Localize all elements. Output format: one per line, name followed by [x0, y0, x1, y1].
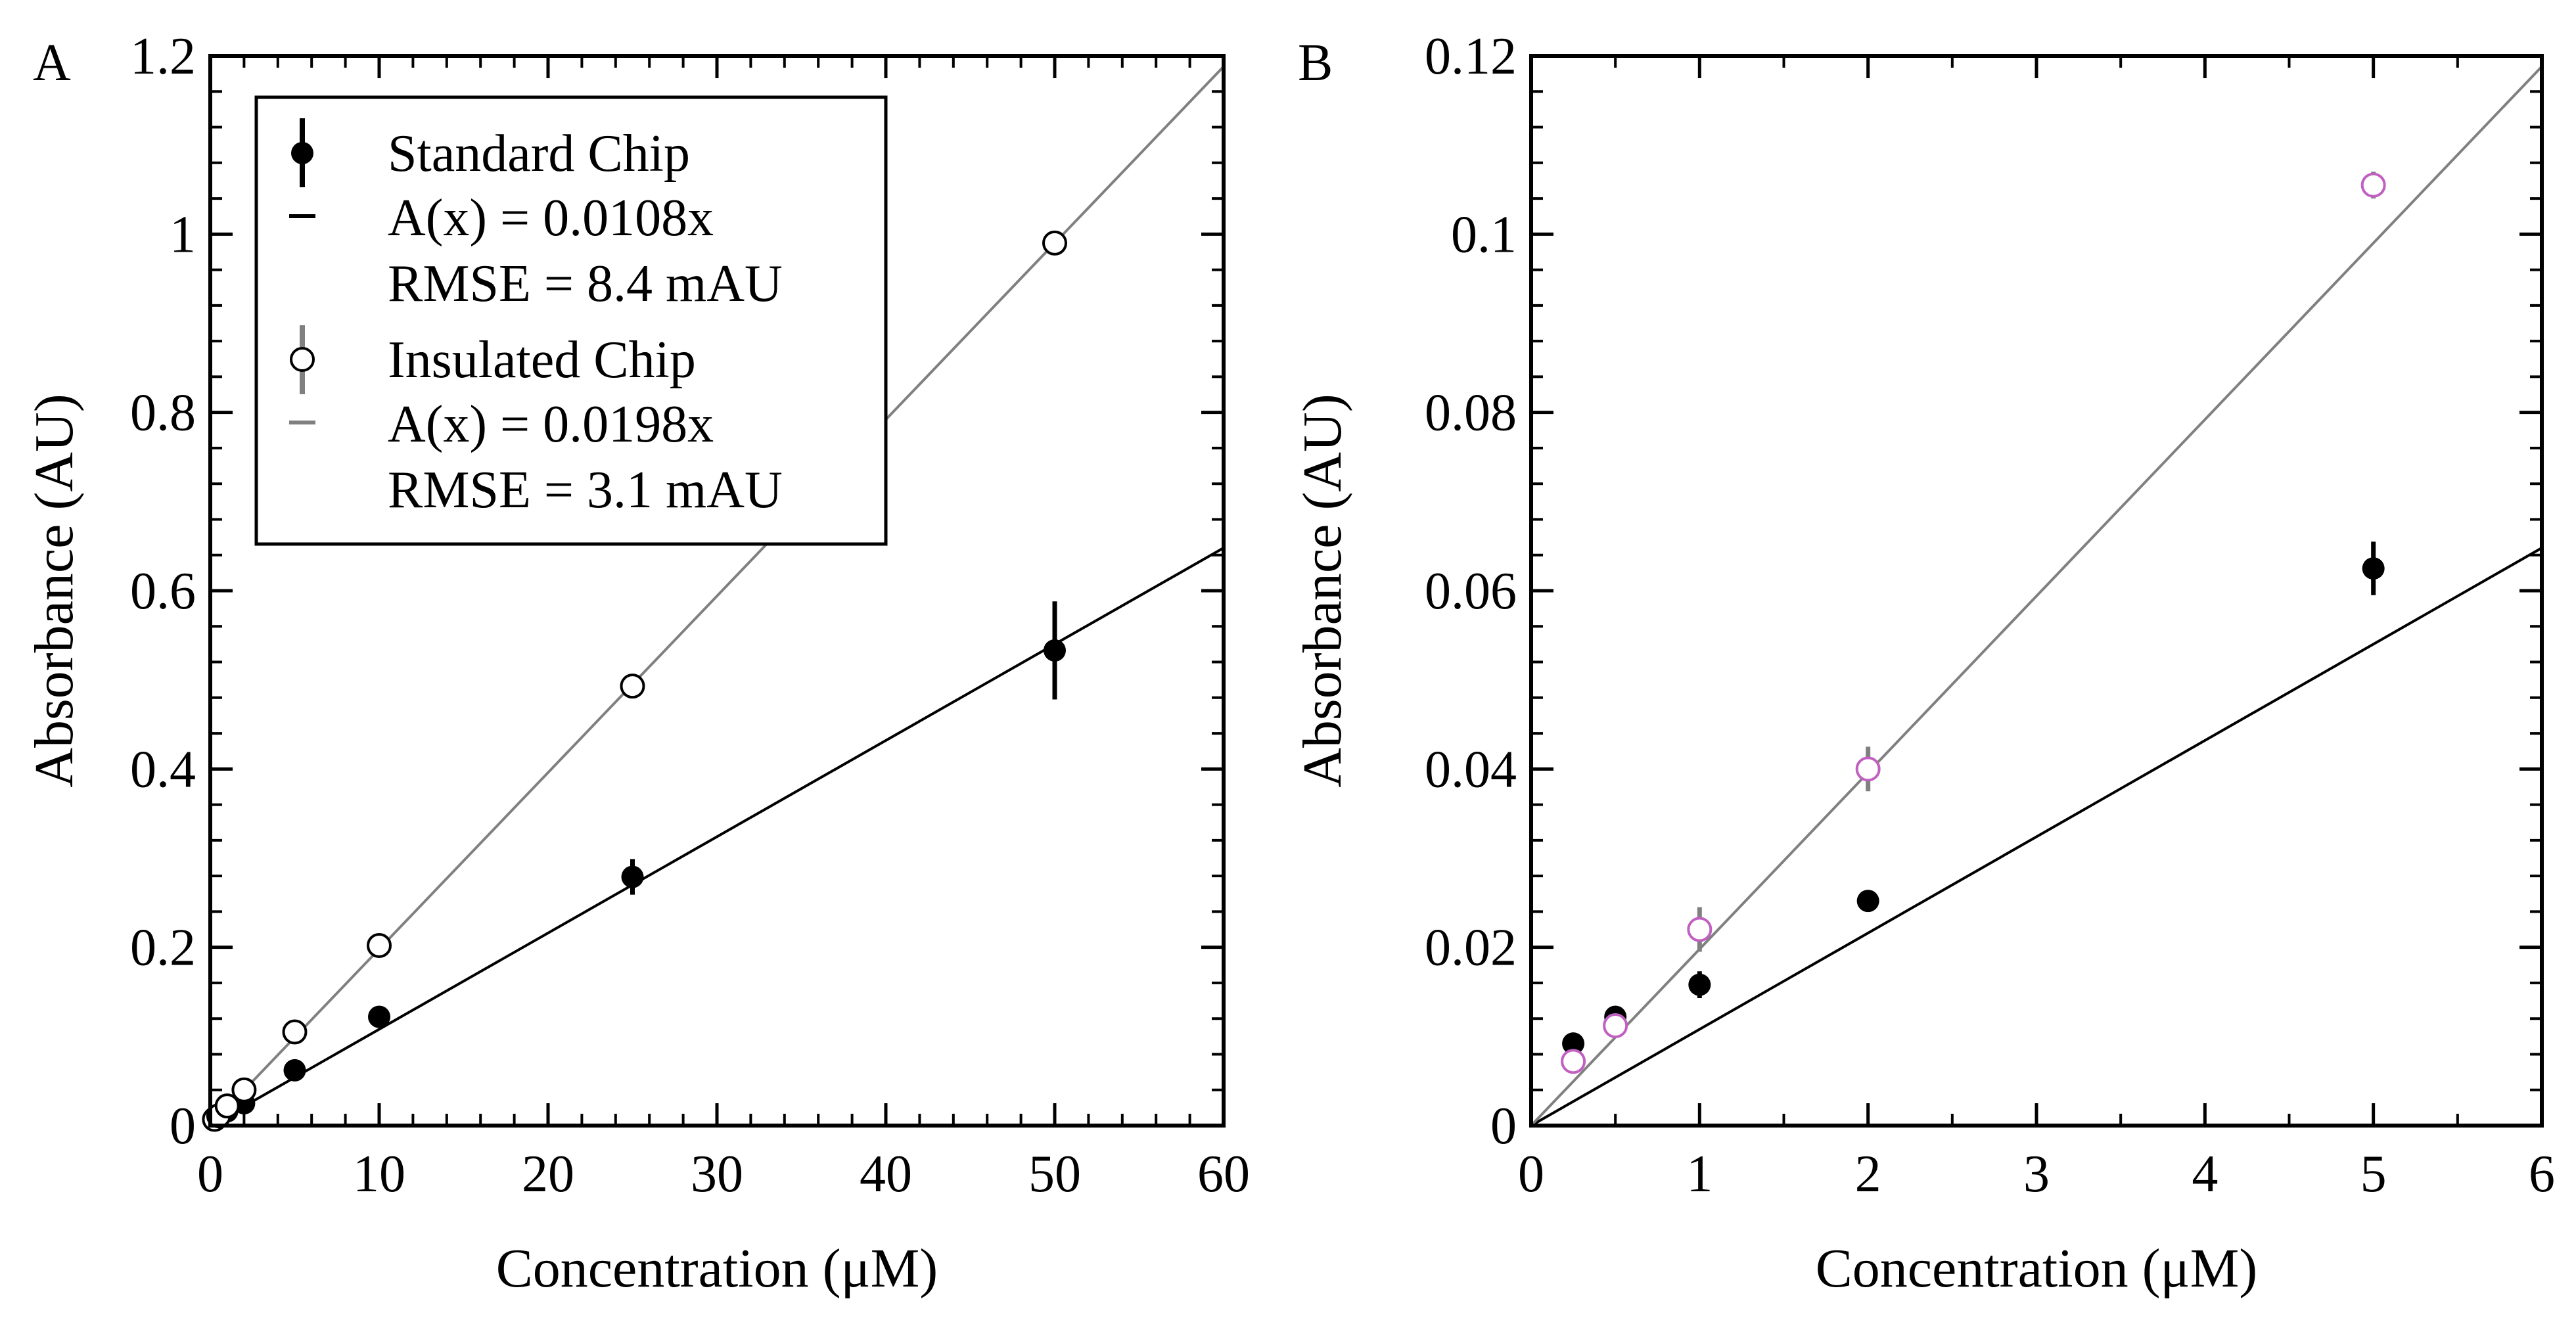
panel-a-y-tick-label: 1.2	[130, 28, 196, 85]
panel-a-y-tick-label: 0.4	[130, 741, 196, 798]
panel-a-x-tick-label: 20	[522, 1145, 574, 1203]
panel-b-x-tick-label: 6	[2529, 1145, 2555, 1203]
panel-a-letter: A	[33, 34, 71, 92]
panel-b-x-axis-title: Concentration (μM)	[1816, 1238, 2258, 1299]
panel-a-y-axis-title: Absorbance (AU)	[24, 394, 85, 787]
panel-b-x-tick-label: 3	[2023, 1145, 2050, 1203]
panel-a-insulated-point	[1042, 230, 1067, 256]
panel-b-x-tick-label: 0	[1518, 1145, 1544, 1203]
panel-b-y-tick-label: 0.08	[1425, 384, 1517, 442]
legend-standard-chip-filled-circle-icon	[291, 142, 313, 164]
panel-b-y-tick-label: 0.06	[1425, 562, 1517, 620]
legend-box	[254, 95, 888, 546]
panel-a-standard-point	[368, 1005, 390, 1028]
panel-b-plot-frame	[1529, 54, 2544, 1128]
panel-b-x-tick-label: 2	[1855, 1145, 1881, 1203]
panel-b-standard-point	[1856, 890, 1879, 913]
panel-b-x-tick-label: 1	[1686, 1145, 1713, 1203]
panel-a-standard-point	[621, 865, 644, 888]
panel-b-x-tick-label: 4	[2192, 1145, 2218, 1203]
panel-a-x-axis-title: Concentration (μM)	[496, 1238, 938, 1299]
panel-b-insulated-point	[1561, 1049, 1586, 1074]
panel-a-x-tick-label: 40	[860, 1145, 912, 1203]
panel-a: A 0 10 20 30 40 50 60 0 0.2 0.4 0.6 0.8 1 1.2 Concent…	[24, 28, 1250, 1299]
panel-a-y-tick-label: 0.8	[130, 384, 196, 442]
panel-a-insulated-point	[282, 1019, 308, 1045]
panel-b-insulated-point	[2360, 172, 2386, 198]
panel-a-x-tick-label: 30	[691, 1145, 743, 1203]
panel-a-x-tick-label: 60	[1197, 1145, 1250, 1203]
panel-a-x-tick-label: 10	[353, 1145, 405, 1203]
legend-insulated-chip-marker	[290, 325, 315, 394]
panel-b-x-tick-label: 5	[2360, 1145, 2387, 1203]
panel-b-y-axis-title: Absorbance (AU)	[1292, 394, 1353, 787]
panel-b-letter: B	[1298, 34, 1333, 92]
panel-a-y-tick-label: 0.6	[130, 562, 196, 620]
panel-b-y-tick-label: 0	[1490, 1097, 1517, 1155]
panel-b-y-tick-label: 0.02	[1425, 919, 1517, 977]
legend-standard-chip-label: Standard Chip	[388, 125, 690, 183]
panel-a-insulated-point	[214, 1093, 240, 1119]
panel-a-insulated-point	[231, 1077, 257, 1103]
panel-b-insulated-point	[1855, 756, 1881, 782]
legend-insulated-fit-label: A(x) = 0.0198x	[388, 396, 714, 453]
legend-standard-fit-label: A(x) = 0.0108x	[388, 189, 714, 247]
legend-standard-chip-marker	[291, 118, 313, 187]
panel-a-insulated-point	[367, 932, 392, 958]
panel-b-y-tick-label: 0.1	[1451, 206, 1517, 263]
panel-b-y-tick-label: 0.12	[1425, 28, 1517, 85]
legend: Standard Chip A(x) = 0.0108x RMSE = 8.4 …	[254, 95, 888, 546]
legend-standard-rmse-label: RMSE = 8.4 mAU	[388, 255, 783, 313]
panel-b-insulated-point	[1603, 1013, 1628, 1039]
panel-b-fit-line-standard	[1530, 547, 2542, 1127]
panel-b-y-tick-label: 0.04	[1425, 741, 1517, 798]
panel-b-standard-point	[1562, 1032, 1585, 1055]
legend-insulated-chip-label: Insulated Chip	[388, 331, 696, 389]
panel-b-insulated-point	[1687, 917, 1713, 942]
panel-b: B 0 1 2 3 4 5 6 0 0.02 0.04 0.06 0.08 0.1 0.12 Concen…	[1292, 28, 2555, 1299]
panel-a-plot-frame	[208, 54, 1226, 1128]
panel-a-x-tick-label: 0	[197, 1145, 223, 1203]
panel-a-standard-point	[283, 1059, 306, 1082]
panel-a-y-tick-label: 0	[170, 1097, 196, 1155]
legend-insulated-chip-open-circle-icon	[290, 347, 315, 372]
panel-a-insulated-point	[620, 673, 645, 699]
panel-a-x-tick-label: 50	[1028, 1145, 1081, 1203]
legend-insulated-rmse-label: RMSE = 3.1 mAU	[388, 461, 783, 519]
panel-b-standard-point	[2362, 557, 2385, 580]
panel-a-y-tick-label: 0.2	[130, 919, 196, 977]
panel-a-y-tick-label: 1	[170, 206, 196, 263]
panel-b-standard-point	[1688, 973, 1711, 996]
panel-a-standard-point	[1044, 639, 1066, 662]
